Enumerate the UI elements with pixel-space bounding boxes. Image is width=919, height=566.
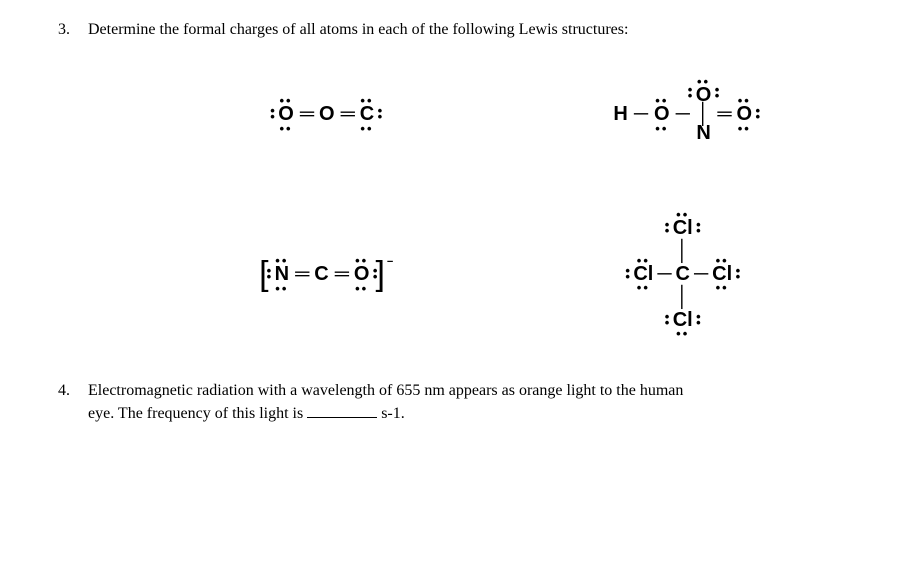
atom-o: ••••O•• — [733, 99, 757, 130]
q3-number: 3. — [58, 18, 80, 41]
atom-c: C — [310, 259, 332, 290]
question-3: 3. Determine the formal charges of all a… — [58, 18, 861, 41]
question-4: 4. Electromagnetic radiation with a wave… — [58, 379, 861, 425]
atom-o: ••••O•• — [350, 259, 374, 290]
structure-1: ••••O•• ═ O ═ ••••C•• — [148, 59, 505, 169]
lewis-structures-grid: ••••O•• ═ O ═ ••••C•• H ─ ••O•• ─ ••••O•… — [58, 59, 861, 339]
atom-n: ••••N•• — [271, 259, 293, 290]
single-bond: ─ — [694, 264, 708, 284]
q4-line2a: eye. The frequency of this light is — [88, 405, 307, 422]
structure-4: ••••Cl•• │ ••••Cl•• ─ C ─ ••••Cl•• │ •••… — [505, 209, 862, 339]
atom-c: ••••C•• — [356, 99, 378, 130]
atom-o: ••••O•• — [274, 99, 298, 130]
single-bond-vertical: │ — [676, 288, 689, 306]
single-bond: ─ — [657, 264, 671, 284]
atom-h: H — [609, 99, 631, 130]
atom-o: ••O•• — [650, 99, 674, 130]
q3-text: Determine the formal charges of all atom… — [88, 18, 628, 41]
atom-o: O — [315, 99, 339, 130]
atom-cl: ••••Cl•• — [669, 306, 697, 334]
page: 3. Determine the formal charges of all a… — [0, 0, 919, 462]
atom-cl: ••••Cl•• — [708, 260, 736, 288]
single-bond-vertical: │ — [676, 242, 689, 260]
double-bond: ═ — [295, 263, 308, 286]
double-bond: ═ — [335, 263, 348, 286]
q4-line1: Electromagnetic radiation with a wavelen… — [88, 382, 683, 399]
atom-cl: ••••Cl•• — [669, 214, 697, 242]
atom-o: ••••O•• — [692, 81, 716, 105]
double-bond: ═ — [300, 103, 313, 126]
q4-number: 4. — [58, 379, 80, 425]
double-bond: ═ — [341, 103, 354, 126]
single-bond-vertical: │ — [697, 105, 710, 123]
fill-blank — [307, 403, 377, 418]
single-bond: ─ — [676, 103, 690, 126]
structure-2: H ─ ••O•• ─ ••••O•• │ N ═ ••••O•• — [505, 59, 862, 169]
atom-n: N — [692, 123, 714, 147]
q4-line2b: s-1. — [377, 405, 405, 422]
atom-cl: ••••Cl•• — [629, 260, 657, 288]
charge-minus: − — [387, 256, 393, 268]
structure-3: [ ••••N•• ═ C ═ ••••O•• ] − — [148, 209, 505, 339]
single-bond: ─ — [634, 103, 648, 126]
q4-body: Electromagnetic radiation with a wavelen… — [88, 379, 683, 425]
double-bond: ═ — [717, 103, 730, 126]
atom-c: C — [672, 260, 694, 288]
